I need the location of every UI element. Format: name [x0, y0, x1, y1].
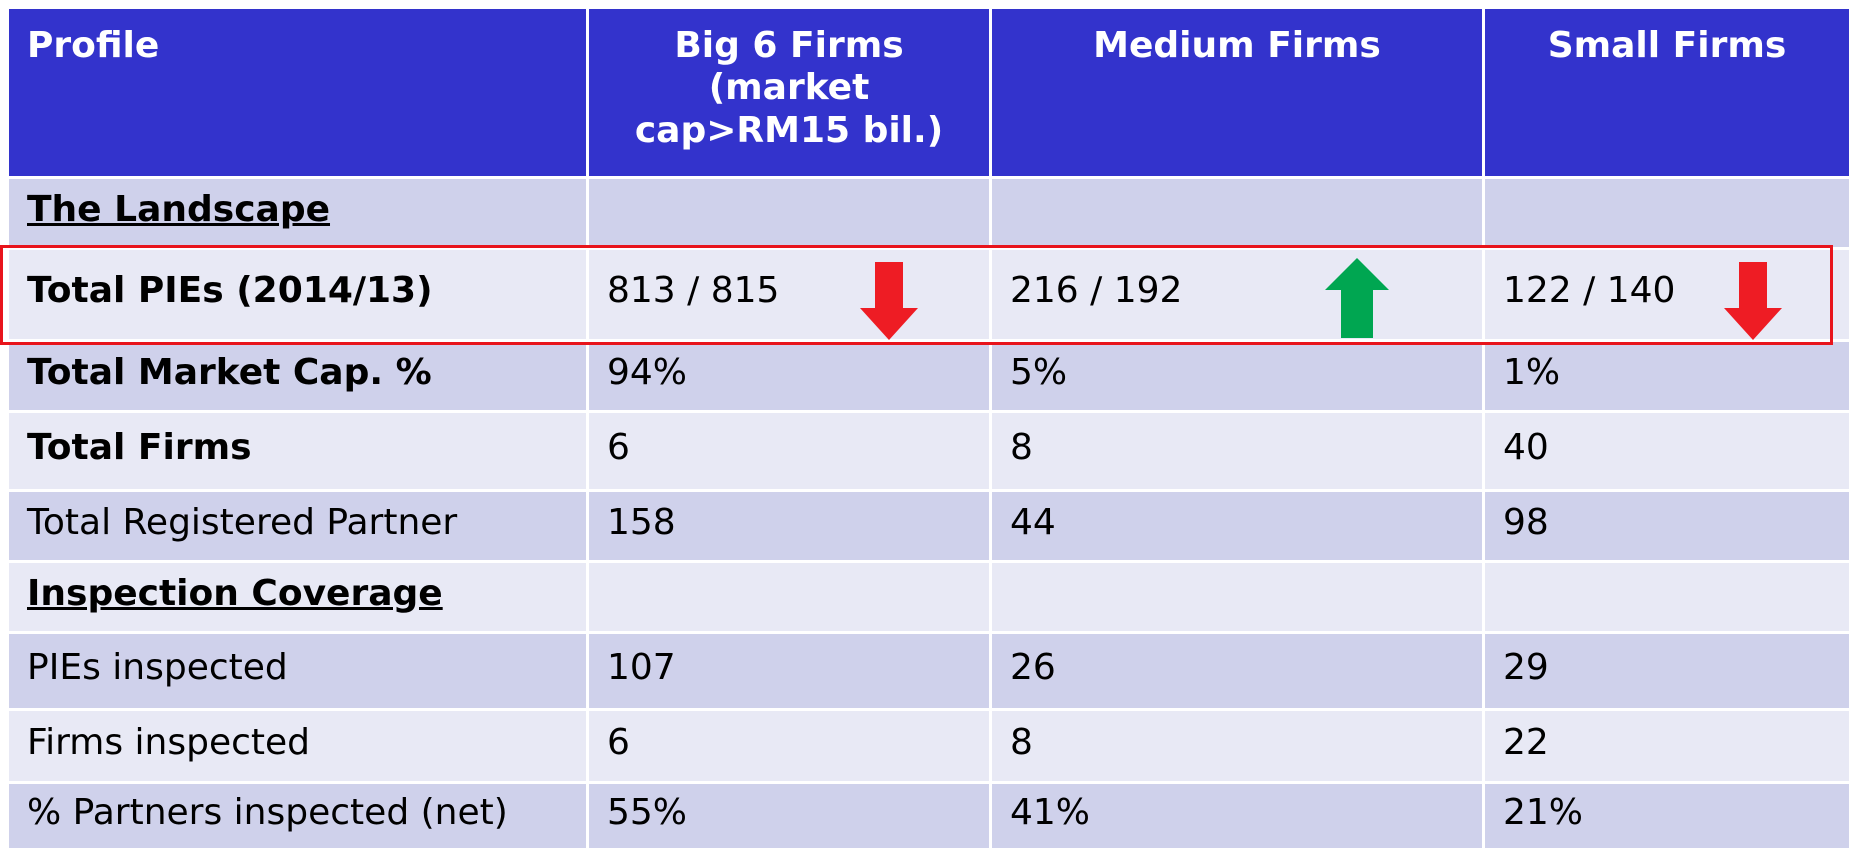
data-cell: 6 — [589, 711, 989, 781]
row-label: Total PIEs (2014/13) — [9, 250, 586, 339]
data-cell: 8 — [992, 711, 1482, 781]
data-cell: 94% — [589, 342, 989, 410]
data-cell — [589, 563, 989, 631]
data-cell: 29 — [1485, 634, 1849, 708]
data-cell: 813 / 815 — [589, 250, 989, 339]
data-cell: 1% — [1485, 342, 1849, 410]
row-label: The Landscape — [9, 179, 586, 247]
data-cell: 22 — [1485, 711, 1849, 781]
row-label: % Partners inspected (net) — [9, 784, 586, 848]
data-cell: 40 — [1485, 413, 1849, 489]
data-cell: 122 / 140 — [1485, 250, 1849, 339]
data-cell: 107 — [589, 634, 989, 708]
row-label: Firms inspected — [9, 711, 586, 781]
data-cell — [992, 563, 1482, 631]
data-cell — [1485, 563, 1849, 631]
data-cell: 26 — [992, 634, 1482, 708]
data-cell: 8 — [992, 413, 1482, 489]
data-cell: 158 — [589, 492, 989, 560]
row-label: PIEs inspected — [9, 634, 586, 708]
data-cell: 21% — [1485, 784, 1849, 848]
data-cell — [1485, 179, 1849, 247]
data-cell: 216 / 192 — [992, 250, 1482, 339]
row-label: Inspection Coverage — [9, 563, 586, 631]
data-cell: 41% — [992, 784, 1482, 848]
header-cell: Profile — [9, 9, 586, 176]
data-cell: 5% — [992, 342, 1482, 410]
data-cell: 6 — [589, 413, 989, 489]
down-arrow — [1724, 262, 1782, 340]
header-cell: Small Firms — [1485, 9, 1849, 176]
data-cell — [992, 179, 1482, 247]
data-cell: 44 — [992, 492, 1482, 560]
up-arrow — [1325, 258, 1389, 338]
data-cell: 55% — [589, 784, 989, 848]
row-label: Total Registered Partner — [9, 492, 586, 560]
data-cell: 98 — [1485, 492, 1849, 560]
down-arrow — [860, 262, 918, 340]
row-label: Total Firms — [9, 413, 586, 489]
header-cell: Big 6 Firms (market cap>RM15 bil.) — [589, 9, 989, 176]
header-cell: Medium Firms — [992, 9, 1482, 176]
highlight-box — [0, 245, 1833, 345]
row-label: Total Market Cap. % — [9, 342, 586, 410]
data-cell — [589, 179, 989, 247]
